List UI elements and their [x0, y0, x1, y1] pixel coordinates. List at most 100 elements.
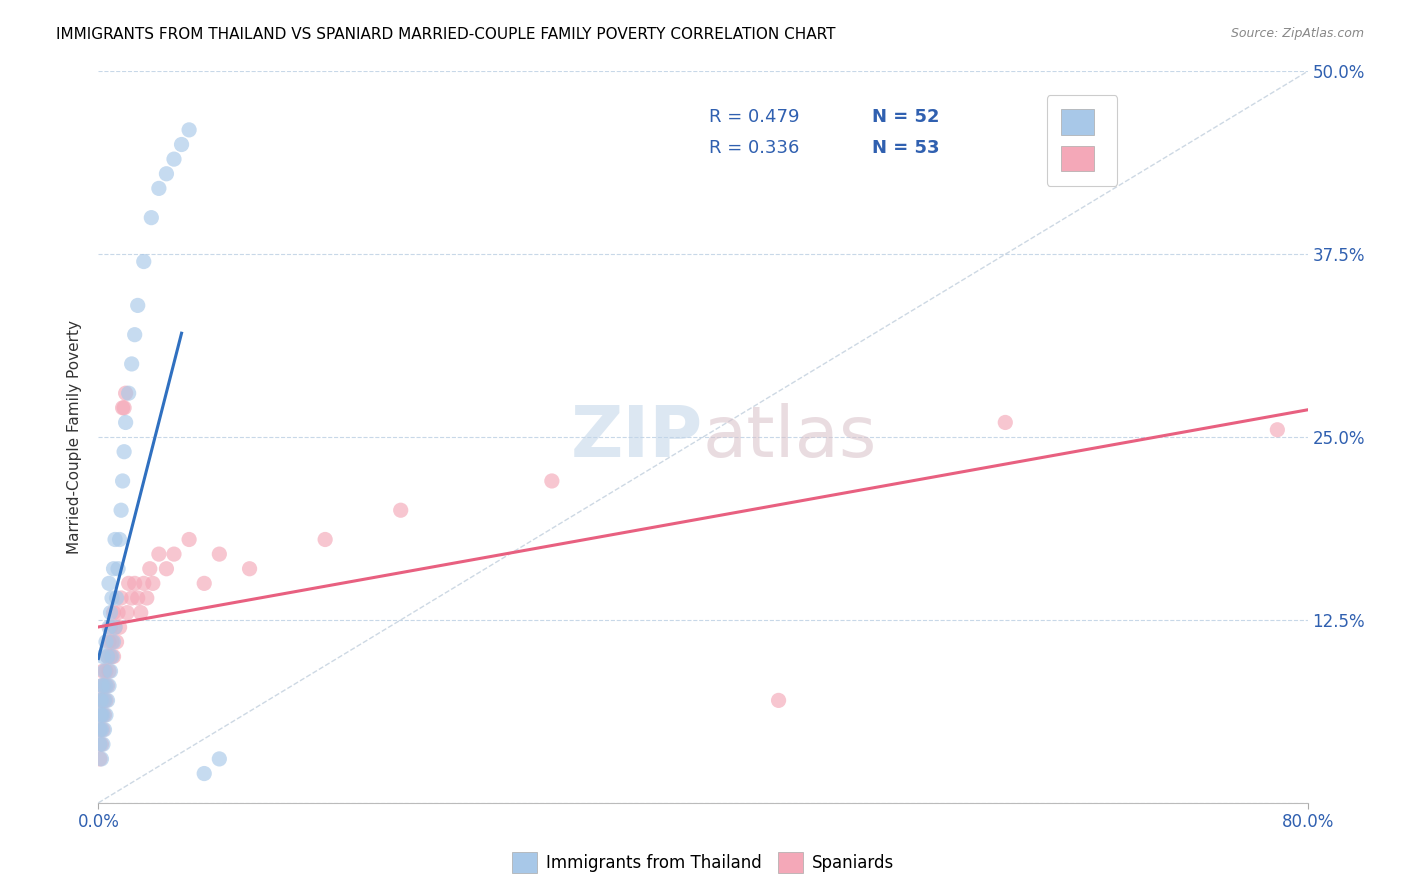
Point — [94, 635, 117, 649]
Point — [100, 620, 122, 634]
Point — [90, 723, 112, 737]
Point — [91, 723, 114, 737]
Legend: Immigrants from Thailand, Spaniards: Immigrants from Thailand, Spaniards — [506, 846, 900, 880]
Point — [101, 591, 124, 605]
Point — [193, 766, 215, 780]
Point — [100, 649, 122, 664]
Point — [90, 679, 112, 693]
Point — [114, 416, 136, 430]
Point — [90, 737, 112, 751]
Point — [121, 357, 143, 371]
Point — [124, 576, 146, 591]
Point — [132, 576, 155, 591]
Point — [127, 591, 149, 605]
Legend: , : , — [1046, 95, 1118, 186]
Point — [98, 679, 121, 693]
Point — [103, 606, 125, 620]
Point — [107, 606, 129, 620]
Point — [118, 576, 141, 591]
Text: R = 0.479: R = 0.479 — [709, 108, 800, 126]
Point — [98, 635, 121, 649]
Point — [1267, 423, 1289, 437]
Point — [540, 474, 562, 488]
Point — [132, 254, 155, 268]
Point — [93, 723, 115, 737]
Point — [115, 606, 138, 620]
Point — [179, 123, 201, 137]
Text: IMMIGRANTS FROM THAILAND VS SPANIARD MARRIED-COUPLE FAMILY POVERTY CORRELATION C: IMMIGRANTS FROM THAILAND VS SPANIARD MAR… — [56, 27, 835, 42]
Point — [208, 547, 231, 561]
Point — [389, 503, 412, 517]
Point — [96, 693, 118, 707]
Point — [104, 620, 127, 634]
Point — [94, 679, 117, 693]
Point — [91, 679, 114, 693]
Point — [994, 416, 1017, 430]
Point — [155, 167, 177, 181]
Point — [89, 723, 111, 737]
Point — [90, 708, 112, 723]
Point — [110, 503, 132, 517]
Point — [98, 620, 121, 634]
Text: Source: ZipAtlas.com: Source: ZipAtlas.com — [1230, 27, 1364, 40]
Text: atlas: atlas — [703, 402, 877, 472]
Point — [105, 635, 128, 649]
Point — [93, 664, 115, 678]
Point — [91, 693, 114, 707]
Point — [114, 386, 136, 401]
Point — [96, 649, 118, 664]
Point — [193, 576, 215, 591]
Point — [103, 649, 125, 664]
Point — [90, 693, 112, 707]
Point — [104, 620, 127, 634]
Text: N = 52: N = 52 — [872, 108, 939, 126]
Point — [108, 620, 131, 634]
Point — [96, 679, 118, 693]
Point — [108, 533, 131, 547]
Point — [89, 708, 111, 723]
Point — [127, 298, 149, 312]
Point — [103, 635, 125, 649]
Point — [89, 723, 111, 737]
Point — [94, 664, 117, 678]
Point — [104, 533, 127, 547]
Point — [139, 562, 162, 576]
Point — [163, 152, 186, 166]
Point — [91, 737, 114, 751]
Point — [103, 562, 125, 576]
Point — [94, 693, 117, 707]
Point — [141, 211, 163, 225]
Point — [100, 606, 122, 620]
Point — [179, 533, 201, 547]
Point — [121, 591, 143, 605]
Point — [90, 708, 112, 723]
Point — [93, 693, 115, 707]
Text: R = 0.336: R = 0.336 — [709, 139, 800, 157]
Point — [170, 137, 193, 152]
Point — [101, 649, 124, 664]
Y-axis label: Married-Couple Family Poverty: Married-Couple Family Poverty — [67, 320, 83, 554]
Point — [89, 693, 111, 707]
Text: N = 53: N = 53 — [872, 139, 939, 157]
Point — [89, 752, 111, 766]
Point — [96, 649, 118, 664]
Point — [101, 635, 124, 649]
Point — [111, 401, 134, 415]
Point — [239, 562, 262, 576]
Point — [118, 386, 141, 401]
Point — [163, 547, 186, 561]
Point — [89, 693, 111, 707]
Point — [89, 737, 111, 751]
Point — [98, 664, 121, 678]
Point — [135, 591, 157, 605]
Point — [111, 474, 134, 488]
Point — [110, 591, 132, 605]
Point — [148, 181, 170, 195]
Point — [93, 708, 115, 723]
Point — [90, 752, 112, 766]
Point — [129, 606, 152, 620]
Point — [91, 708, 114, 723]
Point — [768, 693, 790, 707]
Point — [142, 576, 165, 591]
Point — [91, 649, 114, 664]
